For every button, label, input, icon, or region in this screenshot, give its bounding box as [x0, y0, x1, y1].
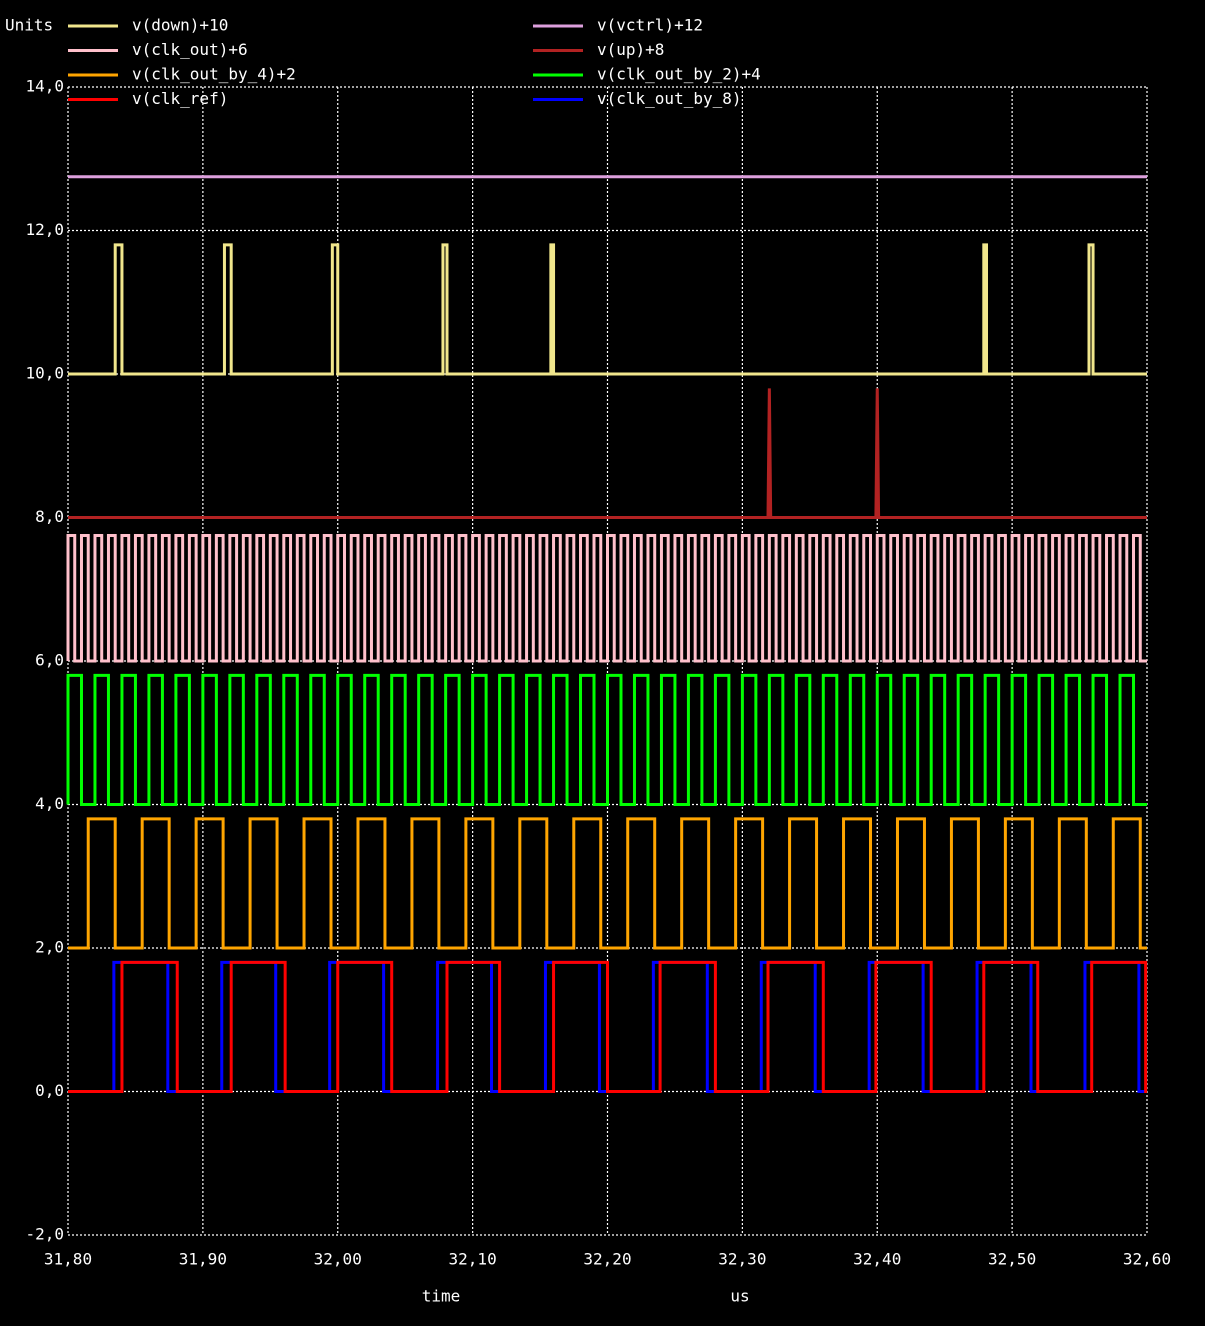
series-line	[66, 533, 1147, 663]
series-line	[66, 673, 1147, 806]
y-axis-label: Units	[5, 16, 53, 35]
x-tick-label: 32,30	[718, 1250, 766, 1269]
legend-label: v(up)+8	[597, 40, 664, 59]
y-tick-label: 14,0	[25, 77, 64, 96]
y-tick-label: 0,0	[35, 1081, 64, 1100]
y-tick-label: 6,0	[35, 651, 64, 670]
x-tick-label: 32,50	[988, 1250, 1036, 1269]
legend-label: v(clk_ref)	[132, 89, 228, 108]
x-axis-unit: us	[730, 1287, 749, 1306]
y-tick-label: 8,0	[35, 507, 64, 526]
series-line	[68, 960, 1148, 1093]
legend-label: v(vctrl)+12	[597, 16, 703, 35]
x-tick-label: 31,80	[44, 1250, 92, 1269]
y-tick-label: 4,0	[35, 794, 64, 813]
y-tick-label: 12,0	[25, 220, 64, 239]
x-tick-label: 32,20	[583, 1250, 631, 1269]
series-line	[68, 388, 1147, 519]
series-line	[68, 243, 1147, 376]
x-tick-label: 32,00	[314, 1250, 362, 1269]
y-tick-label: -2,0	[25, 1225, 64, 1244]
legend-label: v(clk_out_by_4)+2	[132, 65, 296, 84]
legend-label: v(clk_out_by_8)	[597, 89, 742, 108]
legend-label: v(clk_out)+6	[132, 40, 248, 59]
legend-label: v(clk_out_by_2)+4	[597, 65, 761, 84]
x-tick-label: 32,60	[1123, 1250, 1171, 1269]
x-tick-label: 32,10	[449, 1250, 497, 1269]
y-tick-label: 10,0	[25, 364, 64, 383]
legend-label: v(down)+10	[132, 16, 228, 35]
y-tick-label: 2,0	[35, 938, 64, 957]
x-tick-label: 31,90	[179, 1250, 227, 1269]
x-axis-label: time	[422, 1287, 461, 1306]
x-tick-label: 32,40	[853, 1250, 901, 1269]
series-line	[68, 817, 1147, 950]
